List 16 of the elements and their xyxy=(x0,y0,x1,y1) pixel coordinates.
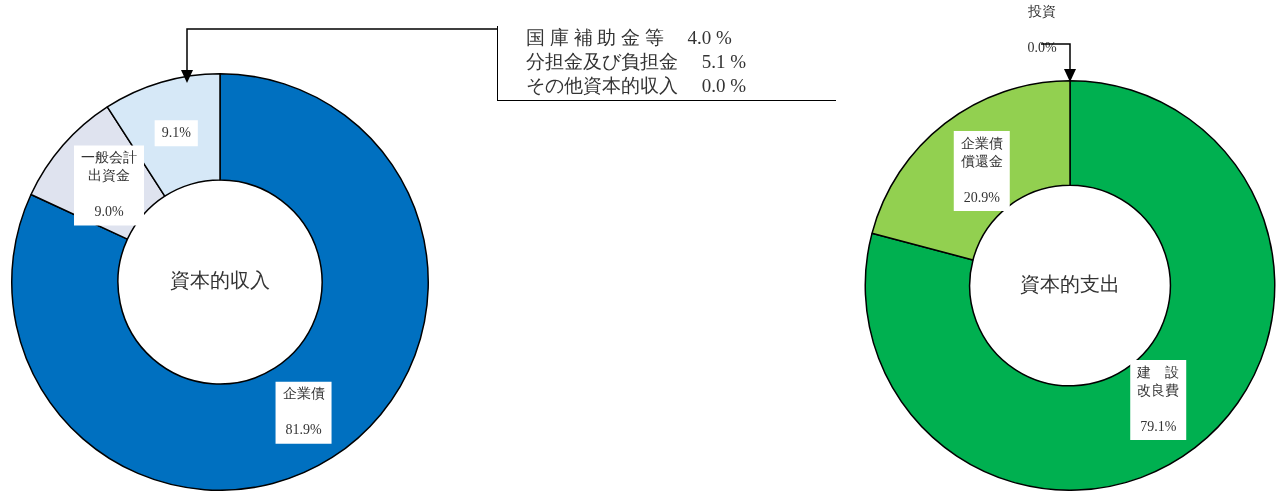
text: 国 庫 補 助 金 等 4.0 % xyxy=(526,26,733,50)
data-label: 81.9% xyxy=(285,422,322,438)
slice-label: 企業債 xyxy=(282,386,325,402)
data-label: 79.1% xyxy=(1140,418,1177,434)
category-label: 投資 xyxy=(1028,4,1056,20)
text: 分担金及び負担金 5.1 % xyxy=(526,50,748,74)
slice-label: 建 設改良費 xyxy=(1136,364,1180,398)
text: その他資本的収入 0.0 % xyxy=(526,74,748,98)
text: 資本的支出 xyxy=(1020,272,1120,295)
data-label: 9.0% xyxy=(94,204,124,220)
data-label: 9.1% xyxy=(161,124,192,140)
slice-label: 企業債償還金 xyxy=(960,135,1003,169)
text: 資本的収入 xyxy=(170,269,270,292)
slice-label: 一般会計出資金 xyxy=(81,150,138,184)
data-label: 20.9% xyxy=(963,189,1001,205)
text: 0.0% xyxy=(1027,40,1057,56)
